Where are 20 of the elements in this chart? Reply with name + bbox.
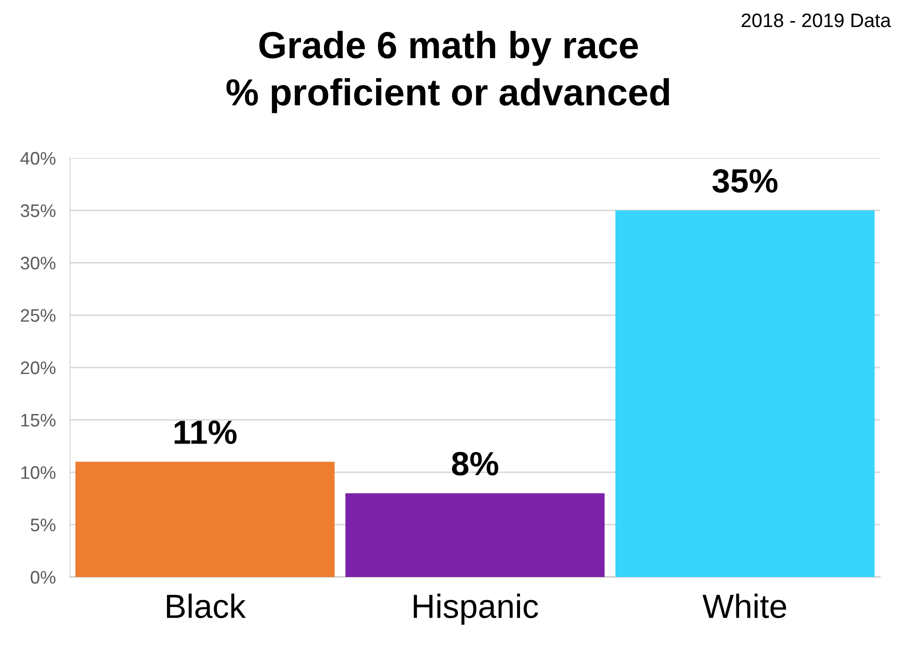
y-tick-label: 10% xyxy=(21,466,56,479)
data-label: 8% xyxy=(452,452,498,476)
data-label: 11% xyxy=(174,420,237,444)
y-tick-label: 30% xyxy=(20,256,56,270)
chart-title: Grade 6 math by race % proficient or advanced xyxy=(226,30,670,114)
bar xyxy=(615,210,875,577)
y-tick-label: 0% xyxy=(30,570,56,584)
x-tick-label: White xyxy=(702,594,786,618)
y-tick-label: 35% xyxy=(20,204,56,218)
y-tick-label: 5% xyxy=(30,518,56,532)
text: 2018 - 2019 Data xyxy=(742,13,892,28)
data-label: 35% xyxy=(712,169,778,193)
bar xyxy=(345,493,605,577)
x-tick-label: Hispanic xyxy=(414,594,538,625)
y-tick-label: 40% xyxy=(20,152,56,165)
y-tick-label: 15% xyxy=(21,414,56,427)
y-tick-label: 25% xyxy=(20,309,56,322)
y-tick-label: 20% xyxy=(20,361,56,374)
x-tick-label: Black xyxy=(166,594,246,618)
bar xyxy=(75,462,335,577)
